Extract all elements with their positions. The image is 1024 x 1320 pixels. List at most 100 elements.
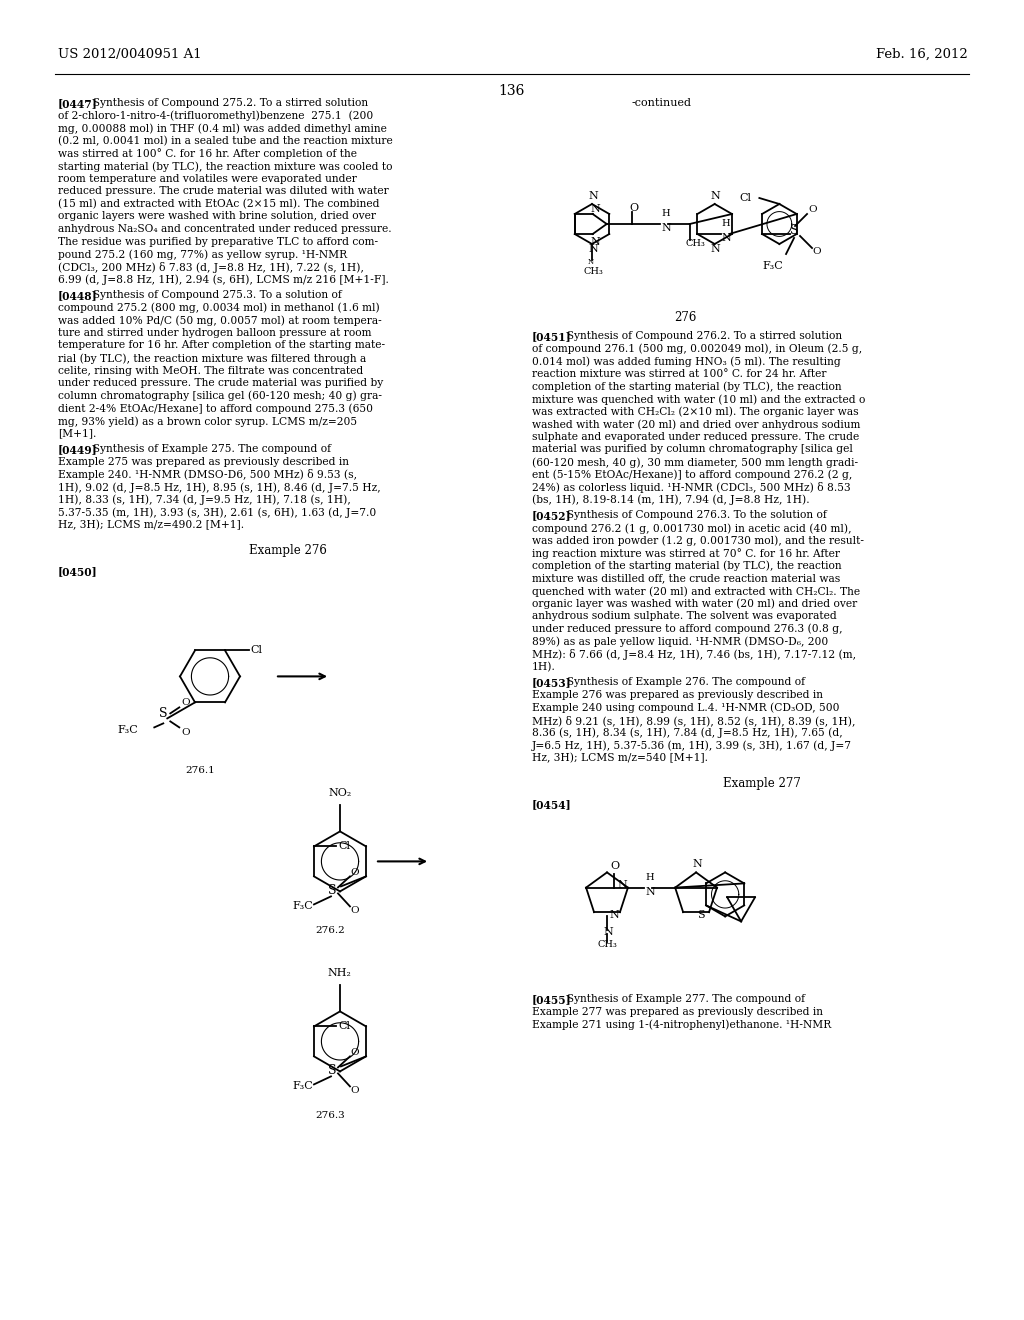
Text: N: N: [610, 911, 620, 920]
Text: CH₃: CH₃: [598, 940, 617, 949]
Text: of compound 276.1 (500 mg, 0.002049 mol), in Oleum (2.5 g,: of compound 276.1 (500 mg, 0.002049 mol)…: [532, 343, 862, 354]
Text: [M+1].: [M+1].: [58, 429, 96, 438]
Text: Cl: Cl: [250, 645, 262, 656]
Text: F₃C: F₃C: [118, 726, 138, 735]
Text: rial (by TLC), the reaction mixture was filtered through a: rial (by TLC), the reaction mixture was …: [58, 352, 367, 363]
Text: N: N: [588, 257, 594, 267]
Text: N: N: [588, 191, 598, 201]
Text: O: O: [350, 906, 358, 915]
Text: organic layers were washed with brine solution, dried over: organic layers were washed with brine so…: [58, 211, 376, 222]
Text: N: N: [721, 234, 731, 243]
Text: was added iron powder (1.2 g, 0.001730 mol), and the result-: was added iron powder (1.2 g, 0.001730 m…: [532, 536, 864, 546]
Text: [0455]: [0455]: [532, 994, 571, 1006]
Text: F₃C: F₃C: [292, 1081, 312, 1092]
Text: celite, rinsing with MeOH. The filtrate was concentrated: celite, rinsing with MeOH. The filtrate …: [58, 366, 364, 376]
Text: dient 2-4% EtOAc/Hexane] to afford compound 275.3 (650: dient 2-4% EtOAc/Hexane] to afford compo…: [58, 404, 373, 414]
Text: under reduced pressure. The crude material was purified by: under reduced pressure. The crude materi…: [58, 379, 383, 388]
Text: N: N: [591, 238, 600, 247]
Text: S: S: [159, 708, 168, 719]
Text: 276.1: 276.1: [185, 767, 215, 775]
Text: reduced pressure. The crude material was diluted with water: reduced pressure. The crude material was…: [58, 186, 389, 197]
Text: completion of the starting material (by TLC), the reaction: completion of the starting material (by …: [532, 561, 842, 572]
Text: 24%) as colorless liquid. ¹H-NMR (CDCl₃, 500 MHz) δ 8.53: 24%) as colorless liquid. ¹H-NMR (CDCl₃,…: [532, 482, 851, 494]
Text: quenched with water (20 ml) and extracted with CH₂Cl₂. The: quenched with water (20 ml) and extracte…: [532, 586, 860, 597]
Text: S: S: [790, 223, 799, 236]
Text: H: H: [645, 873, 653, 882]
Text: O: O: [630, 203, 639, 213]
Text: MHz): δ 7.66 (d, J=8.4 Hz, 1H), 7.46 (bs, 1H), 7.17-7.12 (m,: MHz): δ 7.66 (d, J=8.4 Hz, 1H), 7.46 (bs…: [532, 649, 856, 660]
Text: O: O: [350, 869, 358, 876]
Text: 8.36 (s, 1H), 8.34 (s, 1H), 7.84 (d, J=8.5 Hz, 1H), 7.65 (d,: 8.36 (s, 1H), 8.34 (s, 1H), 7.84 (d, J=8…: [532, 727, 843, 738]
Text: 6.99 (d, J=8.8 Hz, 1H), 2.94 (s, 6H), LCMS m/z 216 [M+1-F].: 6.99 (d, J=8.8 Hz, 1H), 2.94 (s, 6H), LC…: [58, 275, 389, 285]
Text: washed with water (20 ml) and dried over anhydrous sodium: washed with water (20 ml) and dried over…: [532, 420, 860, 430]
Text: of 2-chloro-1-nitro-4-(trifluoromethyl)benzene  275.1  (200: of 2-chloro-1-nitro-4-(trifluoromethyl)b…: [58, 111, 374, 121]
Text: Feb. 16, 2012: Feb. 16, 2012: [877, 48, 968, 61]
Text: room temperature and volatiles were evaporated under: room temperature and volatiles were evap…: [58, 174, 357, 183]
Text: starting material (by TLC), the reaction mixture was cooled to: starting material (by TLC), the reaction…: [58, 161, 392, 172]
Text: O: O: [181, 727, 189, 737]
Text: CH₃: CH₃: [584, 268, 604, 276]
Text: NO₂: NO₂: [328, 788, 351, 799]
Text: (0.2 ml, 0.0041 mol) in a sealed tube and the reaction mixture: (0.2 ml, 0.0041 mol) in a sealed tube an…: [58, 136, 393, 147]
Text: mg, 93% yield) as a brown color syrup. LCMS m/z=205: mg, 93% yield) as a brown color syrup. L…: [58, 416, 357, 426]
Text: Synthesis of Compound 275.3. To a solution of: Synthesis of Compound 275.3. To a soluti…: [86, 290, 342, 300]
Text: US 2012/0040951 A1: US 2012/0040951 A1: [58, 48, 202, 61]
Text: O: O: [808, 206, 817, 214]
Text: was extracted with CH₂Cl₂ (2×10 ml). The organic layer was: was extracted with CH₂Cl₂ (2×10 ml). The…: [532, 407, 859, 417]
Text: mg, 0.00088 mol) in THF (0.4 ml) was added dimethyl amine: mg, 0.00088 mol) in THF (0.4 ml) was add…: [58, 123, 387, 133]
Text: anhydrous sodium sulphate. The solvent was evaporated: anhydrous sodium sulphate. The solvent w…: [532, 611, 837, 622]
Text: Hz, 3H); LCMS m/z=540 [M+1].: Hz, 3H); LCMS m/z=540 [M+1].: [532, 752, 708, 763]
Text: 136: 136: [499, 84, 525, 98]
Text: compound 275.2 (800 mg, 0.0034 mol) in methanol (1.6 ml): compound 275.2 (800 mg, 0.0034 mol) in m…: [58, 302, 380, 313]
Text: Synthesis of Example 277. The compound of: Synthesis of Example 277. The compound o…: [560, 994, 805, 1005]
Text: ing reaction mixture was stirred at 70° C. for 16 hr. After: ing reaction mixture was stirred at 70° …: [532, 548, 840, 560]
Text: The residue was purified by preparative TLC to afford com-: The residue was purified by preparative …: [58, 236, 378, 247]
Text: Synthesis of Compound 275.2. To a stirred solution: Synthesis of Compound 275.2. To a stirre…: [86, 98, 369, 108]
Text: O: O: [350, 1048, 358, 1057]
Text: [0448]: [0448]: [58, 290, 97, 301]
Text: O: O: [812, 248, 820, 256]
Text: CH₃: CH₃: [686, 239, 706, 248]
Text: Synthesis of Compound 276.2. To a stirred solution: Synthesis of Compound 276.2. To a stirre…: [560, 331, 843, 341]
Text: H: H: [721, 219, 730, 228]
Text: 1H), 9.02 (d, J=8.5 Hz, 1H), 8.95 (s, 1H), 8.46 (d, J=7.5 Hz,: 1H), 9.02 (d, J=8.5 Hz, 1H), 8.95 (s, 1H…: [58, 482, 381, 492]
Text: [0454]: [0454]: [532, 800, 571, 810]
Text: mixture was distilled off, the crude reaction material was: mixture was distilled off, the crude rea…: [532, 573, 841, 583]
Text: N: N: [617, 879, 628, 890]
Text: temperature for 16 hr. After completion of the starting mate-: temperature for 16 hr. After completion …: [58, 341, 385, 350]
Text: N: N: [711, 191, 721, 201]
Text: Example 276: Example 276: [249, 544, 327, 557]
Text: compound 276.2 (1 g, 0.001730 mol) in acetic acid (40 ml),: compound 276.2 (1 g, 0.001730 mol) in ac…: [532, 523, 852, 533]
Text: 0.014 mol) was added fuming HNO₃ (5 ml). The resulting: 0.014 mol) was added fuming HNO₃ (5 ml).…: [532, 356, 841, 367]
Text: Example 276 was prepared as previously described in: Example 276 was prepared as previously d…: [532, 690, 823, 700]
Text: F₃C: F₃C: [292, 902, 312, 911]
Text: ent (5-15% EtOAc/Hexane)] to afford compound 276.2 (2 g,: ent (5-15% EtOAc/Hexane)] to afford comp…: [532, 470, 852, 480]
Text: sulphate and evaporated under reduced pressure. The crude: sulphate and evaporated under reduced pr…: [532, 432, 859, 442]
Text: NH₂: NH₂: [327, 969, 351, 978]
Text: Synthesis of Example 275. The compound of: Synthesis of Example 275. The compound o…: [86, 445, 332, 454]
Text: reaction mixture was stirred at 100° C. for 24 hr. After: reaction mixture was stirred at 100° C. …: [532, 368, 826, 379]
Text: under reduced pressure to afford compound 276.3 (0.8 g,: under reduced pressure to afford compoun…: [532, 624, 843, 635]
Text: (60-120 mesh, 40 g), 30 mm diameter, 500 mm length gradi-: (60-120 mesh, 40 g), 30 mm diameter, 500…: [532, 457, 858, 467]
Text: Example 271 using 1-(4-nitrophenyl)ethanone. ¹H-NMR: Example 271 using 1-(4-nitrophenyl)ethan…: [532, 1019, 831, 1030]
Text: N: N: [591, 205, 600, 214]
Text: Example 277 was prepared as previously described in: Example 277 was prepared as previously d…: [532, 1007, 823, 1016]
Text: anhydrous Na₂SO₄ and concentrated under reduced pressure.: anhydrous Na₂SO₄ and concentrated under …: [58, 224, 391, 234]
Text: [0447]: [0447]: [58, 98, 98, 110]
Text: [0451]: [0451]: [532, 331, 571, 342]
Text: S: S: [328, 884, 336, 896]
Text: O: O: [350, 1086, 358, 1094]
Text: material was purified by column chromatography [silica gel: material was purified by column chromato…: [532, 445, 853, 454]
Text: (15 ml) and extracted with EtOAc (2×15 ml). The combined: (15 ml) and extracted with EtOAc (2×15 m…: [58, 199, 380, 209]
Text: N: N: [603, 928, 612, 937]
Text: O: O: [181, 698, 189, 708]
Text: Synthesis of Example 276. The compound of: Synthesis of Example 276. The compound o…: [560, 677, 805, 688]
Text: [0450]: [0450]: [58, 566, 97, 577]
Text: [0452]: [0452]: [532, 511, 571, 521]
Text: Example 275 was prepared as previously described in: Example 275 was prepared as previously d…: [58, 457, 349, 467]
Text: S: S: [697, 911, 705, 920]
Text: was added 10% Pd/C (50 mg, 0.0057 mol) at room tempera-: was added 10% Pd/C (50 mg, 0.0057 mol) a…: [58, 315, 382, 326]
Text: N: N: [645, 887, 654, 896]
Text: mixture was quenched with water (10 ml) and the extracted o: mixture was quenched with water (10 ml) …: [532, 393, 865, 404]
Text: 1H), 8.33 (s, 1H), 7.34 (d, J=9.5 Hz, 1H), 7.18 (s, 1H),: 1H), 8.33 (s, 1H), 7.34 (d, J=9.5 Hz, 1H…: [58, 495, 351, 506]
